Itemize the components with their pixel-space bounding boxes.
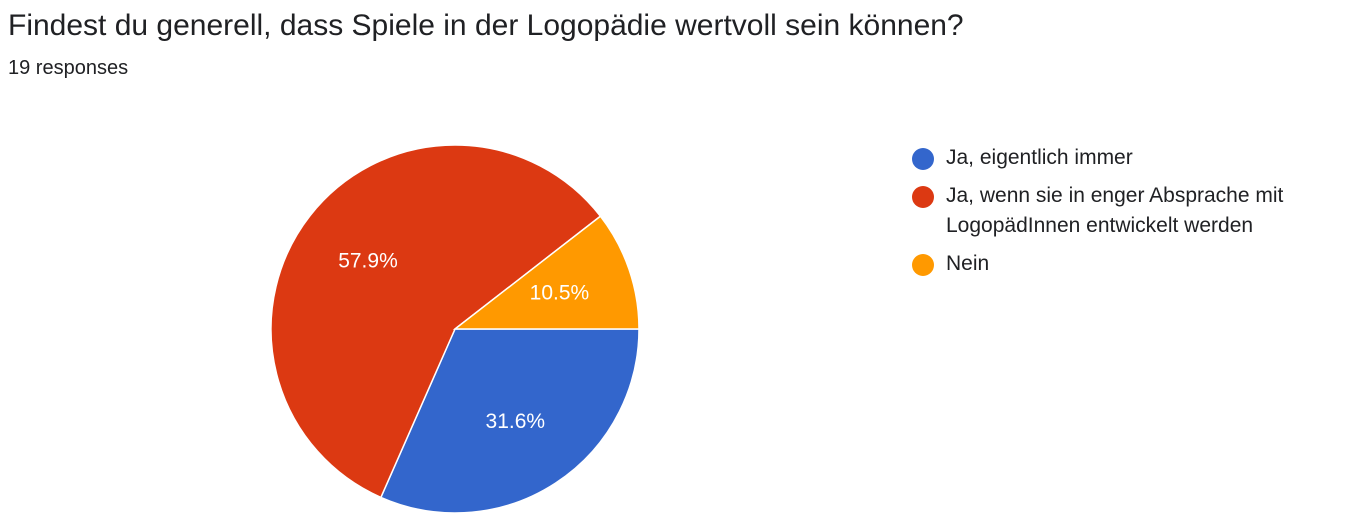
question-title: Findest du generell, dass Spiele in der …: [8, 9, 964, 42]
response-count: 19 responses: [8, 57, 129, 79]
pie-slice-2[interactable]: [452, 215, 640, 330]
legend-item-ja-immer[interactable]: Ja, eigentlich immer: [912, 143, 1352, 173]
slice-label-0: 31.6%: [486, 410, 546, 433]
legend-item-ja-absprache[interactable]: Ja, wenn sie in enger Absprache mit Logo…: [912, 181, 1352, 241]
legend-label: Nein: [946, 252, 990, 275]
slice-label-2: 10.5%: [530, 282, 590, 305]
legend-label: Ja, eigentlich immer: [946, 146, 1133, 169]
legend-swatch-circle-icon: [912, 186, 934, 208]
legend-swatch-circle-icon: [912, 148, 934, 170]
slice-label-1: 57.9%: [338, 250, 398, 273]
legend-swatch-circle-icon: [912, 254, 934, 276]
legend-label: Ja, wenn sie in enger Absprache mit Logo…: [946, 184, 1284, 237]
legend-item-nein[interactable]: Nein: [912, 249, 1352, 279]
chart-legend: Ja, eigentlich immer Ja, wenn sie in eng…: [912, 143, 1352, 287]
pie-slice-0[interactable]: [379, 328, 640, 514]
pie-slice-1[interactable]: [270, 144, 602, 499]
